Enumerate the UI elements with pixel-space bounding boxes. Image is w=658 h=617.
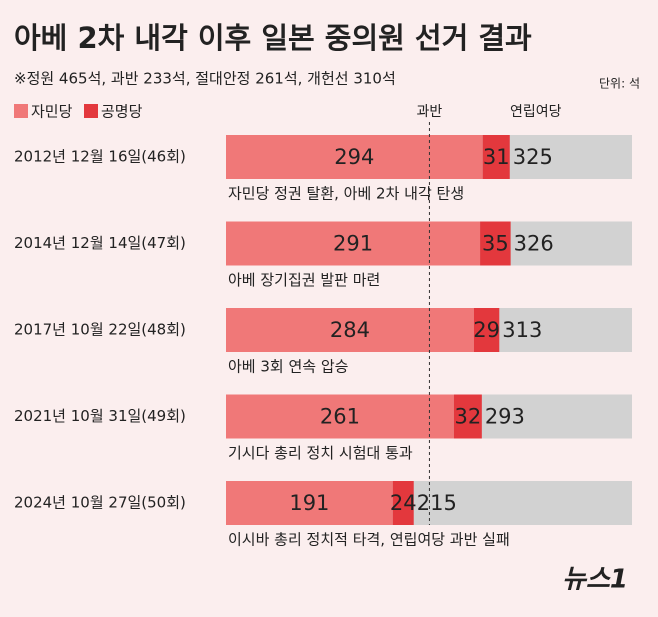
category-label: 2012년 12월 16일(46회) [14,148,186,166]
value-label: 35 [482,232,509,256]
bar [226,135,483,179]
bar [226,308,474,352]
category-label: 2014년 12월 14일(47회) [14,234,186,252]
bar [480,221,511,266]
majority-label: 과반 [417,104,443,120]
bar [453,394,482,439]
legend-label: 자민당 [31,103,73,121]
total-label: 215 [417,491,457,515]
total-label: 313 [502,318,542,342]
totals-label: 연립여당 [510,104,562,120]
annotation: 자민당 정권 탈환, 아베 2차 내각 탄생 [228,185,464,203]
chart-title: 아베 2차 내각 이후 일본 중의원 선거 결과 [14,21,532,55]
value-label: 29 [473,318,500,342]
bar [226,221,481,266]
value-label: 191 [289,491,329,515]
total-label: 325 [513,145,553,169]
bar [226,394,454,439]
value-label: 284 [330,318,370,342]
bar [226,481,393,525]
unit: 단위: 석 [599,77,640,91]
annotation: 아베 3회 연속 압승 [228,358,348,376]
bar [482,135,510,179]
annotation: 아베 장기집권 발판 마련 [228,271,380,289]
value-label: 32 [454,405,481,429]
category-label: 2021년 10월 31일(49회) [14,407,186,425]
annotation: 기시다 총리 정치 시험대 통과 [228,444,413,462]
legend-swatch [14,104,28,118]
legend-swatch [84,104,98,118]
total-label: 293 [485,405,525,429]
category-label: 2024년 10월 27일(50회) [14,494,186,512]
value-label: 24 [390,491,417,515]
value-label: 291 [333,232,373,256]
bar [473,308,500,352]
value-label: 261 [320,405,360,429]
annotation: 이시바 총리 정치적 타격, 연립여당 과반 실패 [228,531,510,549]
logo: 뉴스1 [562,565,628,595]
value-label: 31 [483,145,510,169]
total-label: 326 [514,232,554,256]
category-label: 2017년 10월 22일(48회) [14,321,186,339]
legend-label: 공명당 [101,103,143,121]
subtitle: ※정원 465석, 과반 233석, 절대안정 261석, 개헌선 310석 [14,70,396,88]
bar [392,481,414,525]
value-label: 294 [334,145,374,169]
